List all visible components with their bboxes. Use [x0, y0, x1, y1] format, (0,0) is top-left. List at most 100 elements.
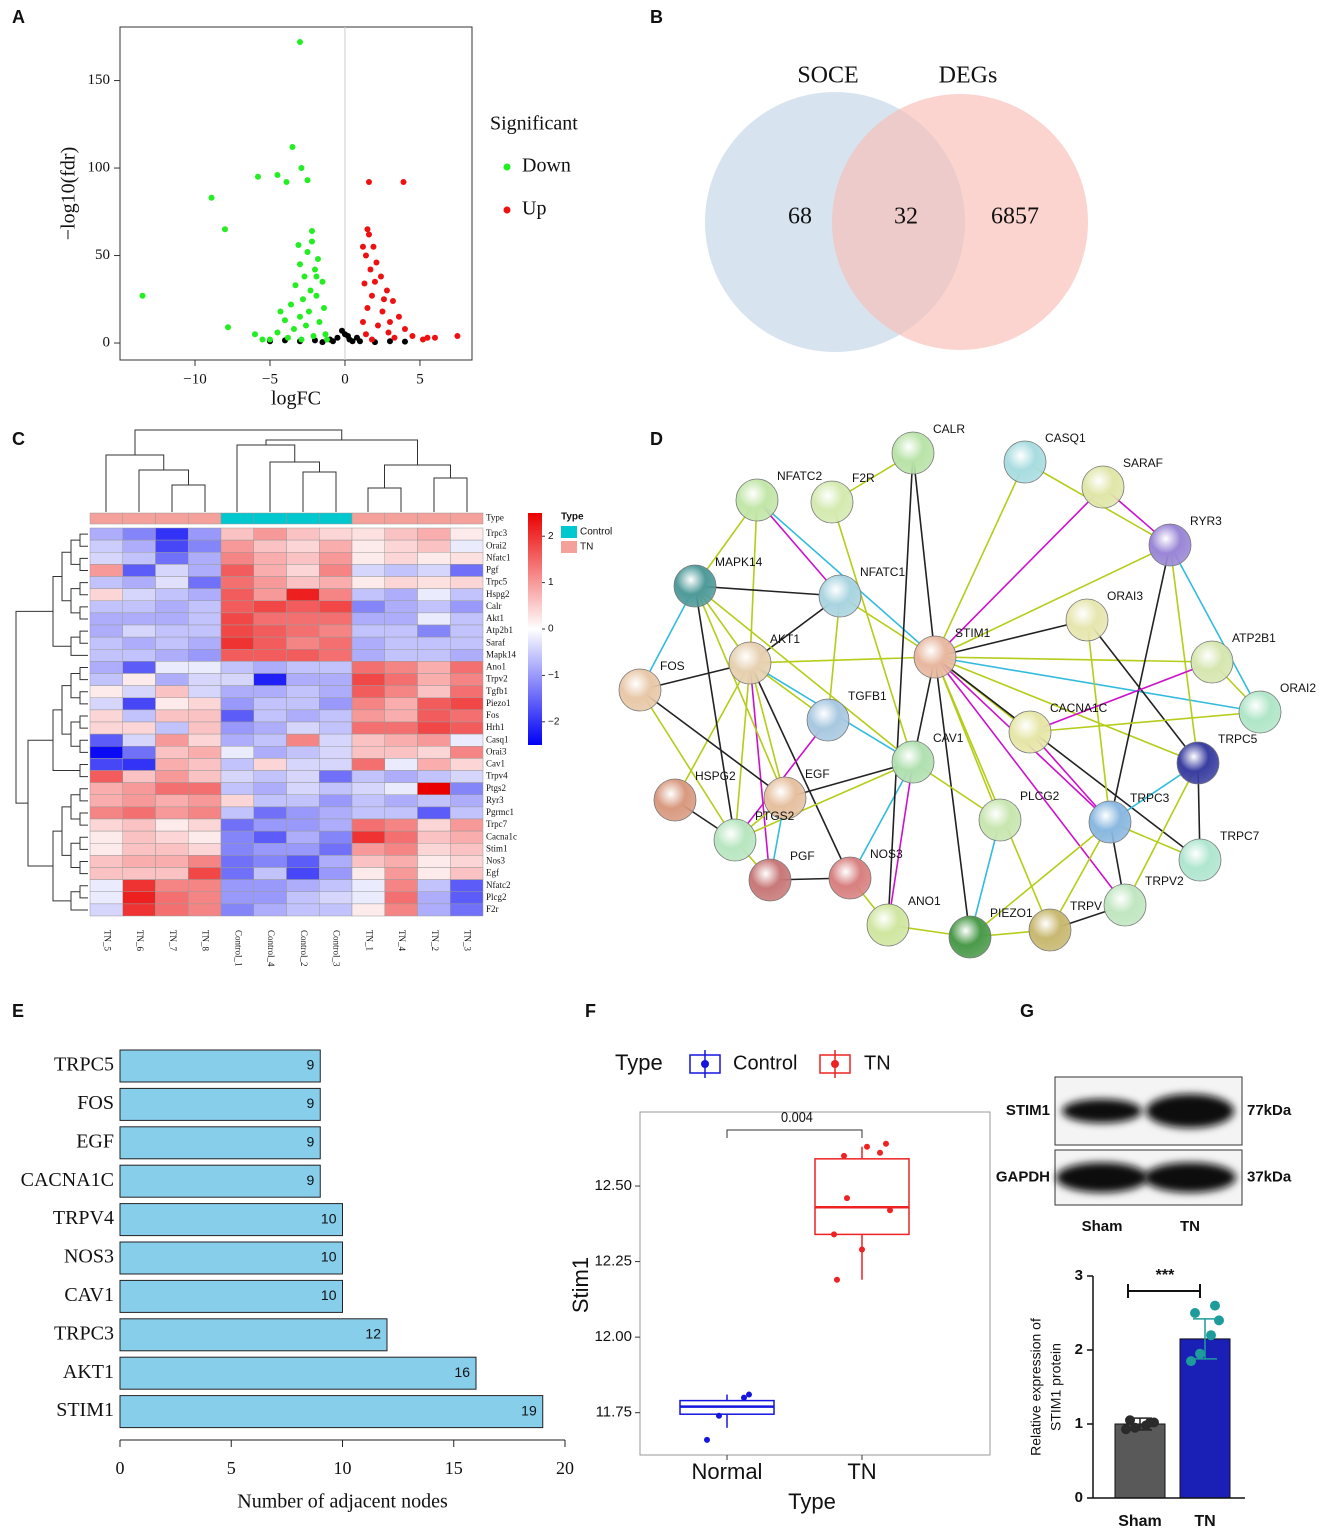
cell — [319, 661, 353, 674]
cell — [253, 867, 287, 880]
point — [401, 326, 408, 333]
edge — [934, 486, 1104, 658]
cell — [89, 600, 123, 614]
row-dendrogram — [79, 739, 88, 753]
venn-count: 68 — [788, 204, 812, 230]
node — [713, 818, 757, 862]
node-label: FOS — [660, 659, 685, 673]
cell — [220, 733, 254, 747]
node — [618, 668, 662, 712]
bar — [119, 1049, 321, 1083]
cell — [155, 527, 189, 541]
cell — [351, 879, 385, 892]
type-cell — [286, 512, 320, 525]
point — [424, 334, 431, 341]
row-label: Hrh1 — [486, 722, 505, 732]
legend-swatch — [831, 1060, 839, 1068]
point — [419, 336, 426, 343]
cell — [417, 855, 451, 868]
cell — [122, 661, 156, 674]
cell — [188, 709, 222, 723]
row-dendrogram — [79, 788, 88, 802]
cell — [155, 709, 189, 723]
cell — [122, 891, 156, 905]
cell — [384, 855, 418, 868]
row-label: Akt1 — [486, 613, 504, 623]
cell — [286, 552, 320, 565]
node-label: TRPV2 — [1145, 874, 1184, 888]
point — [370, 243, 377, 250]
cell — [417, 649, 451, 662]
point — [454, 333, 461, 340]
cell — [220, 661, 254, 674]
edge — [934, 656, 1201, 861]
cell — [384, 612, 418, 626]
cell — [155, 576, 189, 589]
cell — [89, 721, 123, 735]
edge — [749, 662, 851, 879]
bar — [119, 1395, 544, 1429]
cell — [286, 685, 320, 698]
row-label: Calr — [486, 601, 502, 611]
cell — [155, 794, 189, 808]
cell — [89, 818, 123, 832]
point — [308, 238, 315, 245]
point — [296, 261, 303, 268]
type-cell — [253, 512, 287, 525]
cell — [417, 867, 451, 880]
cell — [188, 624, 222, 638]
cell — [351, 636, 385, 650]
row-label: Pgf — [486, 565, 499, 575]
row-label: Plcg2 — [486, 892, 507, 902]
cell — [319, 685, 353, 698]
cell — [286, 721, 320, 735]
point — [274, 329, 281, 336]
cell — [220, 539, 254, 553]
point — [365, 179, 372, 186]
column-label: TN_7 — [168, 930, 178, 951]
edge — [784, 761, 914, 799]
node-label: TRPC7 — [1220, 829, 1260, 843]
point — [367, 266, 374, 273]
cell — [188, 782, 222, 795]
cell — [450, 673, 484, 686]
cell — [89, 758, 123, 771]
point — [314, 256, 321, 263]
cell — [384, 867, 418, 880]
cell — [384, 758, 418, 771]
cell — [450, 758, 484, 771]
point — [746, 1391, 752, 1398]
cell — [319, 539, 353, 553]
edge — [694, 585, 786, 799]
cell — [351, 891, 385, 905]
x-axis-label: Number of adjacent nodes — [237, 1491, 448, 1513]
cell — [220, 782, 254, 795]
cell — [89, 855, 123, 868]
point — [281, 317, 288, 324]
column-label: TN_4 — [397, 930, 407, 951]
cell — [220, 697, 254, 711]
significance-bracket — [726, 1129, 863, 1138]
cell — [319, 600, 353, 614]
cell — [155, 552, 189, 565]
cell — [384, 527, 418, 541]
cell — [89, 891, 123, 905]
lane-label: Sham — [1082, 1218, 1123, 1235]
size-label: 77kDa — [1247, 1102, 1292, 1119]
cell — [253, 527, 287, 541]
row-dendrogram — [79, 630, 88, 644]
cell — [155, 843, 189, 856]
cell — [122, 855, 156, 868]
blot-band — [1062, 1099, 1142, 1123]
cell — [286, 600, 320, 614]
bar — [1114, 1423, 1166, 1499]
cell — [319, 552, 353, 565]
column-label: TN_6 — [135, 930, 145, 951]
cell — [220, 770, 254, 783]
cell — [450, 746, 484, 759]
cell — [319, 770, 353, 783]
cell — [384, 903, 418, 917]
y-axis-label: Stim1 — [568, 1257, 593, 1313]
cell — [220, 891, 254, 905]
point — [359, 319, 366, 326]
